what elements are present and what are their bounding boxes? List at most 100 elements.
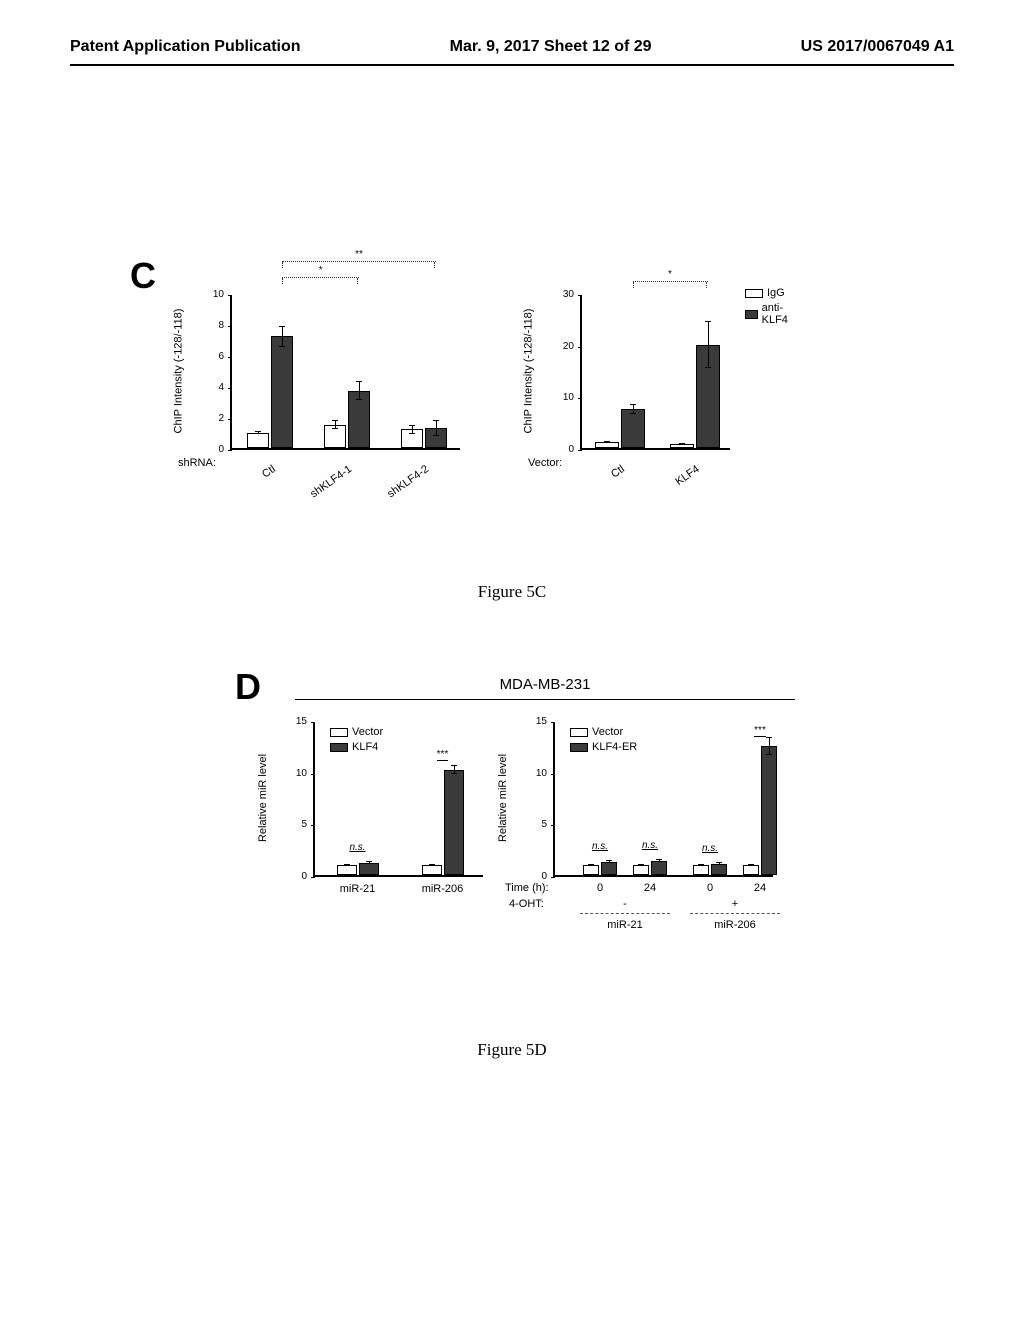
oht-value: +: [685, 898, 785, 910]
chart-d-left: Relative miR level 051015miR-21miR-206n.…: [285, 712, 495, 902]
significance-label: ***: [742, 725, 778, 736]
error-bar: [258, 431, 259, 434]
axis-tick: 10: [554, 392, 574, 403]
panel-d-label: D: [235, 666, 261, 708]
oht-value: -: [575, 898, 675, 910]
legend-label: KLF4: [352, 741, 378, 753]
category-label: Ctl: [260, 463, 278, 481]
axis-tick: 0: [287, 871, 307, 882]
header-left: Patent Application Publication: [70, 38, 301, 56]
error-bar: [708, 321, 709, 368]
error-bar: [751, 864, 752, 866]
chart-d-right-yaxis: Relative miR level: [497, 754, 509, 842]
chart-bar: [583, 865, 599, 875]
axis-tick: 15: [527, 716, 547, 727]
category-label: shKLF4-1: [308, 463, 354, 500]
error-bar: [369, 861, 370, 864]
legend-item: IgG: [745, 287, 793, 299]
panel-c-label: C: [130, 255, 156, 297]
legend-item: anti-KLF4: [745, 302, 793, 326]
chart-d-right: Relative miR level 051015024024-+miR-21m…: [525, 712, 785, 902]
chart-bar: [633, 865, 649, 875]
chart-c-right: ChIP Intensity (-128/-118) 0102030CtlKLF…: [550, 285, 750, 495]
error-bar: [682, 443, 683, 445]
legend-label: Vector: [592, 726, 623, 738]
error-bar: [335, 420, 336, 429]
significance-bracket: [282, 277, 359, 278]
header-right: US 2017/0067049 A1: [801, 38, 954, 56]
time-label: Time (h):: [505, 882, 549, 894]
significance-label: *: [660, 269, 680, 280]
error-bar: [641, 864, 642, 866]
header-rule: [70, 64, 954, 66]
chart-bar: [422, 865, 442, 875]
chart-bar: [621, 409, 645, 448]
chart-c-left: ChIP Intensity (-128/-118) 0246810CtlshK…: [200, 285, 480, 495]
chart-c-right-yaxis: ChIP Intensity (-128/-118): [522, 309, 534, 434]
error-bar: [347, 864, 348, 866]
legend-swatch: [330, 743, 348, 752]
oht-label: 4-OHT:: [509, 898, 544, 910]
chart-d-left-legend: Vector KLF4: [330, 726, 383, 756]
chart-bar: [337, 865, 357, 875]
axis-tick: 15: [287, 716, 307, 727]
chart-d-right-legend: VectorKLF4-ER: [570, 726, 637, 756]
significance-bracket: [282, 261, 435, 262]
axis-tick: 30: [554, 289, 574, 300]
axis-tick: 2: [204, 413, 224, 424]
legend-item: KLF4: [330, 741, 383, 753]
significance-label: **: [349, 249, 369, 260]
page-header: Patent Application Publication Mar. 9, 2…: [0, 38, 1024, 56]
chart-bar: [601, 862, 617, 875]
category-label: Ctl: [609, 463, 627, 481]
error-bar: [769, 737, 770, 756]
chart-bar: [359, 863, 379, 875]
axis-tick: 6: [204, 351, 224, 362]
figure-5d-caption: Figure 5D: [0, 1040, 1024, 1060]
legend-label: Vector: [352, 726, 383, 738]
time-value: 0: [588, 882, 612, 894]
significance-label: n.s.: [582, 841, 618, 852]
error-bar: [659, 859, 660, 862]
chart-bar: [444, 770, 464, 875]
significance-label: *: [311, 265, 331, 276]
legend-swatch: [570, 728, 588, 737]
significance-label: n.s.: [692, 843, 728, 854]
legend-item: Vector: [570, 726, 637, 738]
group-underline: [580, 913, 670, 914]
chart-c-right-axis: 0102030CtlKLF4*: [580, 295, 730, 450]
legend-swatch: [330, 728, 348, 737]
group-label: miR-206: [705, 919, 765, 931]
axis-tick: 8: [204, 320, 224, 331]
group-underline: [690, 913, 780, 914]
legend-item: Vector: [330, 726, 383, 738]
figure-5c-caption: Figure 5C: [0, 582, 1024, 602]
error-bar: [719, 862, 720, 865]
error-bar: [609, 860, 610, 863]
error-bar: [436, 420, 437, 436]
error-bar: [607, 441, 608, 443]
category-label: miR-21: [328, 883, 388, 895]
error-bar: [432, 864, 433, 866]
legend-label: IgG: [767, 287, 785, 299]
significance-label: ***: [425, 749, 461, 760]
significance-label: n.s.: [632, 840, 668, 851]
error-bar: [282, 326, 283, 348]
cell-line-label: MDA-MB-231: [295, 676, 795, 700]
axis-tick: 5: [287, 819, 307, 830]
panel-c: C ChIP Intensity (-128/-118) 0246810Ctls…: [130, 265, 890, 555]
axis-tick: 0: [204, 444, 224, 455]
chart-bar: [711, 864, 727, 875]
chart-bar: [693, 865, 709, 875]
chart-bar: [271, 336, 293, 448]
chart-c-right-xaxis-label: Vector:: [528, 457, 562, 469]
chart-bar: [761, 746, 777, 875]
chart-c-legend: IgG anti-KLF4: [745, 287, 793, 329]
group-label: miR-21: [595, 919, 655, 931]
axis-tick: 0: [527, 871, 547, 882]
error-bar: [454, 765, 455, 773]
category-label: miR-206: [413, 883, 473, 895]
chart-bar: [743, 865, 759, 875]
axis-tick: 5: [527, 819, 547, 830]
legend-swatch: [745, 310, 758, 319]
